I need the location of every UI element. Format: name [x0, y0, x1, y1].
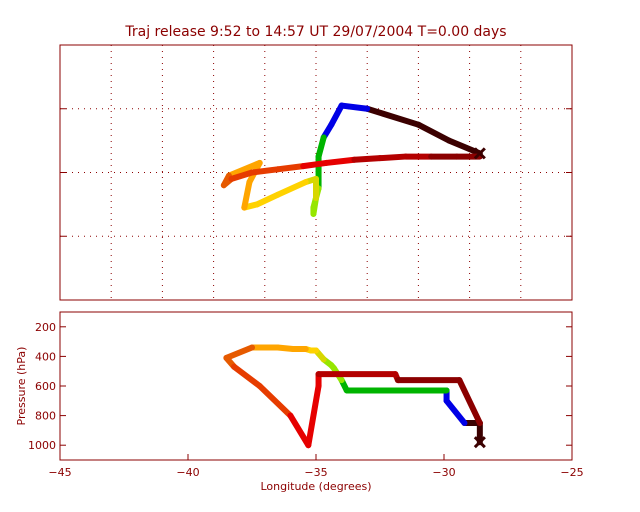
- map-trajectory-segment: [338, 102, 371, 112]
- pressure-trajectory-segment: [443, 397, 468, 426]
- pressure-trajectory-segment: [231, 363, 263, 389]
- pressure-panel: 200 400 600 800 1000 −45 −40 −35 −30 −25 Pressure…: [15, 311, 584, 493]
- pressure-x-tick-label: −40: [176, 466, 199, 479]
- pressure-trajectory-segment: [456, 377, 483, 426]
- pressure-trajectory-segment: [305, 383, 322, 449]
- map-trajectory-start-marker: [473, 147, 486, 160]
- map-trajectory-segment: [254, 191, 281, 208]
- pressure-y-tick-label: 1000: [28, 439, 56, 452]
- pressure-x-tick-label: −45: [48, 466, 71, 479]
- map-trajectory-segment: [300, 159, 330, 170]
- map-trajectory-segment: [364, 105, 422, 128]
- map-trajectory-segment: [415, 121, 453, 144]
- pressure-y-tick-label: 800: [35, 410, 56, 423]
- pressure-ticks: 200 400 600 800 1000 −45 −40 −35 −30 −25: [28, 321, 584, 479]
- pressure-trajectory-start-marker: [473, 436, 486, 449]
- chart-title: Traj release 9:52 to 14:57 UT 29/07/2004…: [124, 24, 506, 40]
- map-trajectory-segment: [274, 163, 307, 173]
- pressure-y-tick-label: 400: [35, 350, 56, 363]
- pressure-trajectory: [223, 344, 486, 449]
- map-trajectory-segment: [328, 102, 345, 128]
- pressure-y-tick-label: 600: [35, 380, 56, 393]
- pressure-x-tick-label: −30: [432, 466, 455, 479]
- map-trajectory-segment: [228, 169, 255, 182]
- pressure-trajectory-segment: [287, 412, 312, 449]
- pressure-y-tick-label: 200: [35, 321, 56, 334]
- map-trajectory-segment: [377, 153, 409, 162]
- pressure-x-tick-label: −25: [560, 466, 583, 479]
- map-trajectory-segment: [446, 137, 483, 157]
- y-axis-label: Pressure (hPa): [15, 347, 28, 426]
- map-trajectory-segment: [315, 134, 327, 160]
- x-axis-label: Longitude (degrees): [260, 480, 371, 493]
- map-trajectory-segment: [225, 159, 263, 179]
- pressure-x-tick-label: −35: [304, 466, 327, 479]
- map-grid: [60, 45, 572, 300]
- map-trajectory-segment: [249, 166, 281, 176]
- map-trajectory-segment: [351, 155, 383, 163]
- map-trajectory-segment: [274, 179, 309, 198]
- map-trajectory-segment: [323, 156, 358, 166]
- pressure-trajectory-segment: [223, 344, 255, 361]
- map-panel: [59, 44, 573, 301]
- map-trajectory-segment: [241, 179, 253, 211]
- pressure-trajectory-segment: [256, 383, 294, 419]
- map-trajectory: [220, 102, 486, 217]
